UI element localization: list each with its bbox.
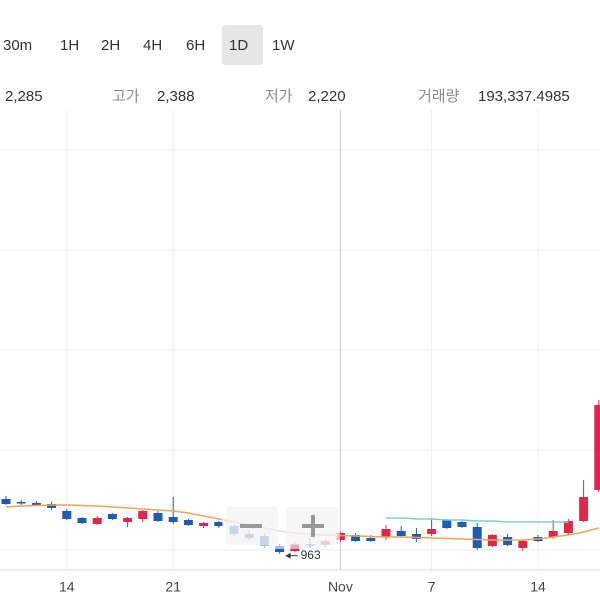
interval-button[interactable]: 1D [229,37,248,54]
selected-interval-bg[interactable] [222,25,263,65]
high-value: 2,388 [157,88,195,105]
x-tick-label: Nov [328,579,353,595]
interval-button[interactable]: 6H [186,37,205,54]
candle-body [92,518,102,524]
candle-body [563,521,573,533]
candle-body [594,405,600,490]
interval-button[interactable]: 1H [60,37,79,54]
zoom-in-button[interactable] [286,507,338,545]
low-marker-arrowhead [285,552,291,559]
plot-area: 14 21 Nov 7 14 963 [0,110,600,595]
info-bar: 2,285 고가 2,388 저가 2,220 거래량 193,337.4985 [5,88,570,105]
low-marker-label: 963 [301,548,321,562]
candle-body [16,502,26,504]
zoom-controls [222,503,340,549]
interval-button[interactable]: 4H [143,37,162,54]
candle-body [62,511,72,519]
interval-button[interactable]: 2H [101,37,120,54]
candle-body [123,518,133,522]
candle-body [442,520,452,528]
candle-body [518,541,528,548]
candle-body [351,535,361,541]
moving-average-line [386,517,569,523]
current-price: 2,285 [5,88,43,105]
x-tick-label: 7 [428,579,436,595]
candle-body [396,531,406,536]
candle-body [31,503,41,505]
candle-body [1,499,11,504]
interval-toolbar: 30m 1H 2H 4H 6H 1D 1W [3,25,295,65]
candle-body [472,527,482,548]
candle-body [153,513,163,521]
candle-body [503,537,513,545]
volume-label: 거래량 [418,88,460,105]
candle-body [381,529,391,537]
x-tick-label: 14 [530,579,546,595]
x-tick-label: 21 [165,579,181,595]
candle-body [427,529,437,534]
low-label: 저가 [265,88,293,105]
candle-body [411,534,421,539]
candle-body [548,531,558,537]
candle-body [77,518,87,523]
candle-body [199,523,209,526]
candle-body [107,514,117,519]
candle-body [47,504,57,508]
candle-body [168,517,178,522]
candle-body [366,538,376,541]
x-tick-label: 14 [59,579,75,595]
candle-body [214,522,224,526]
zoom-out-button[interactable] [226,507,278,545]
candle-body [183,520,193,525]
low-value: 2,220 [308,88,346,105]
candle-body [579,497,589,521]
candle-body [457,522,467,527]
high-label: 고가 [112,88,140,105]
interval-button[interactable]: 30m [3,37,32,54]
interval-button[interactable]: 1W [272,37,295,54]
volume-value: 193,337.4985 [478,88,570,105]
candle-body [335,533,345,540]
candle-body [138,511,148,519]
